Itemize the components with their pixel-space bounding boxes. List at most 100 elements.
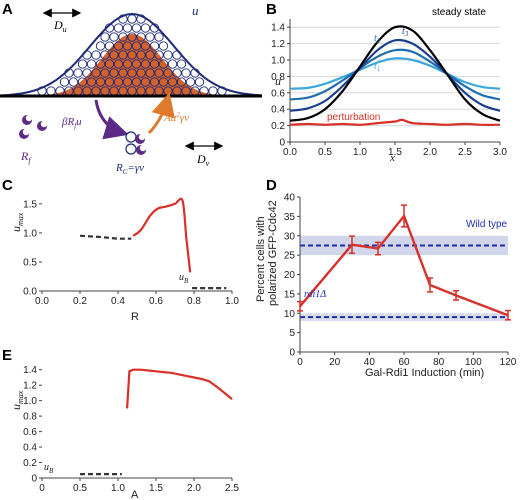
molecule-circle bbox=[113, 23, 124, 33]
molecule-circle bbox=[208, 86, 218, 96]
x-tick-label: 1.5 bbox=[149, 483, 163, 494]
x-tick-label: 1.0 bbox=[353, 147, 367, 158]
molecule-circle bbox=[149, 77, 160, 87]
steady-state-label: steady state bbox=[432, 7, 486, 18]
y-tick-label: 1.2 bbox=[23, 381, 37, 392]
panel-e-xlabel: A bbox=[131, 489, 139, 500]
y-tick-label: 0.0 bbox=[23, 287, 37, 298]
panel-d-ylabel-2: polarized GFP-Cdc42 bbox=[267, 200, 279, 306]
branch-solid-1 bbox=[126, 368, 233, 409]
perturbation-label: perturbation bbox=[327, 112, 380, 123]
branch-solid-1 bbox=[132, 197, 192, 273]
x-tick-label: 20 bbox=[329, 357, 341, 368]
rdi1-label: rdi1Δ bbox=[304, 289, 326, 300]
rf-label: Rf bbox=[20, 149, 32, 165]
molecule-circle bbox=[86, 77, 97, 87]
series-line-steady-state bbox=[289, 25, 501, 122]
x-tick-label: 80 bbox=[433, 357, 445, 368]
x-tick-label: 0.6 bbox=[149, 296, 163, 307]
molecule-circle bbox=[127, 50, 137, 60]
panel-e-series bbox=[80, 368, 233, 476]
panel-b-xlabel: x bbox=[389, 152, 395, 164]
molecule-circle bbox=[149, 41, 160, 51]
molecule-circle bbox=[100, 50, 110, 60]
molecule-circle bbox=[154, 50, 164, 60]
molecule-circle bbox=[77, 59, 88, 69]
molecule-circle bbox=[113, 59, 124, 69]
molecule-circle bbox=[118, 68, 128, 78]
panel-c-ticks: 0.0 0.2 0.4 0.6 0.8 1.0 0.0 0.5 1.0 1.5 bbox=[23, 199, 239, 307]
x-tick-label: 2.5 bbox=[225, 483, 239, 494]
molecule-circle bbox=[176, 77, 187, 87]
panel-b-ticks: 0.0 0.5 1.0 1.5 2.0 2.5 3.0 0 0.2 0.4 0.6 0.8 1.0 1.2… bbox=[271, 23, 507, 158]
molecule-circle bbox=[158, 77, 169, 87]
molecule-circle bbox=[59, 77, 70, 87]
molecule-circle bbox=[122, 77, 133, 87]
molecule-circle bbox=[136, 50, 146, 60]
panel-d-series bbox=[297, 204, 511, 321]
t2-label: t2 bbox=[374, 33, 381, 45]
panel-d-xlabel: Gal-Rdi1 Induction (min) bbox=[365, 367, 484, 379]
molecule-circle bbox=[100, 68, 110, 78]
rc-complex bbox=[125, 131, 147, 155]
molecule-circle bbox=[145, 68, 155, 78]
molecule-circle bbox=[68, 77, 79, 87]
panel-c-axes bbox=[39, 203, 233, 294]
x-tick-label: 3.0 bbox=[493, 147, 507, 158]
molecule-circle bbox=[185, 77, 196, 87]
panel-e-axes bbox=[39, 369, 233, 481]
release-arrow bbox=[147, 92, 175, 135]
x-tick-label: 0.8 bbox=[187, 296, 201, 307]
molecule-circles bbox=[37, 14, 227, 96]
x-tick-label: 0 bbox=[297, 357, 303, 368]
molecule-circle bbox=[149, 59, 160, 69]
molecule-circle bbox=[140, 59, 151, 69]
panel-d-ylabel-1: Percent cells with bbox=[255, 216, 267, 302]
panel-c-series bbox=[79, 197, 227, 290]
panel-c-xlabel: R bbox=[131, 311, 139, 323]
x-tick-label: 0.0 bbox=[35, 296, 49, 307]
x-tick-label: 40 bbox=[364, 357, 376, 368]
molecule-circle bbox=[95, 77, 106, 87]
x-tick-label: 0.5 bbox=[318, 147, 332, 158]
x-tick-label: 1.5 bbox=[388, 147, 402, 158]
molecule-circle bbox=[109, 50, 119, 60]
wild-type-label: Wild type bbox=[466, 219, 508, 230]
molecule-circle bbox=[113, 41, 124, 51]
y-tick-label: 25 bbox=[284, 251, 296, 262]
series-line-t1 bbox=[289, 57, 501, 90]
molecule-circle bbox=[158, 59, 169, 69]
x-tick-label: 0.5 bbox=[73, 483, 87, 494]
molecule-circle bbox=[131, 77, 142, 87]
dv-label: Dv bbox=[196, 152, 210, 168]
molecule-circle bbox=[104, 41, 115, 51]
t1-label: t1 bbox=[374, 61, 380, 73]
panel-d-letter: D bbox=[266, 177, 277, 194]
panel-e-ub-label: uB bbox=[44, 462, 54, 475]
panel-e-letter: E bbox=[2, 347, 12, 364]
y-tick-label: 0.4 bbox=[23, 443, 37, 454]
du-label: Du bbox=[53, 18, 67, 34]
rf-molecules bbox=[19, 114, 48, 139]
y-tick-label: 0.6 bbox=[271, 88, 285, 99]
binding-arrow bbox=[94, 99, 129, 140]
y-tick-label: 0.2 bbox=[23, 458, 37, 469]
y-tick-label: 40 bbox=[284, 193, 296, 204]
molecule-circle bbox=[95, 59, 106, 69]
molecule-circle bbox=[158, 41, 169, 51]
molecule-circle bbox=[145, 50, 155, 60]
u-profile-curve bbox=[0, 12, 262, 97]
panel-b-ylabel: u bbox=[275, 74, 281, 88]
x-tick-label: 1.0 bbox=[225, 296, 239, 307]
series-line-perturbation bbox=[289, 118, 501, 126]
molecule-circle bbox=[172, 68, 182, 78]
x-tick-label: 60 bbox=[398, 357, 410, 368]
panel-e: E 0 0.5 1.0 1.5 2.0 2.5 0 0.2 0.4 0.6 0.8 1.0 1.2 1.4… bbox=[2, 347, 239, 500]
x-tick-label: 2.5 bbox=[458, 147, 472, 158]
molecule-circle bbox=[113, 77, 124, 87]
y-tick-label: 0.6 bbox=[23, 427, 37, 438]
y-tick-label: 20 bbox=[284, 270, 296, 281]
panel-c: C 0.0 0.2 0.4 0.6 0.8 1.0 0.0 0.5 1.0 1.5 uB umax… bbox=[2, 177, 239, 323]
y-tick-label: 1.0 bbox=[271, 56, 285, 67]
